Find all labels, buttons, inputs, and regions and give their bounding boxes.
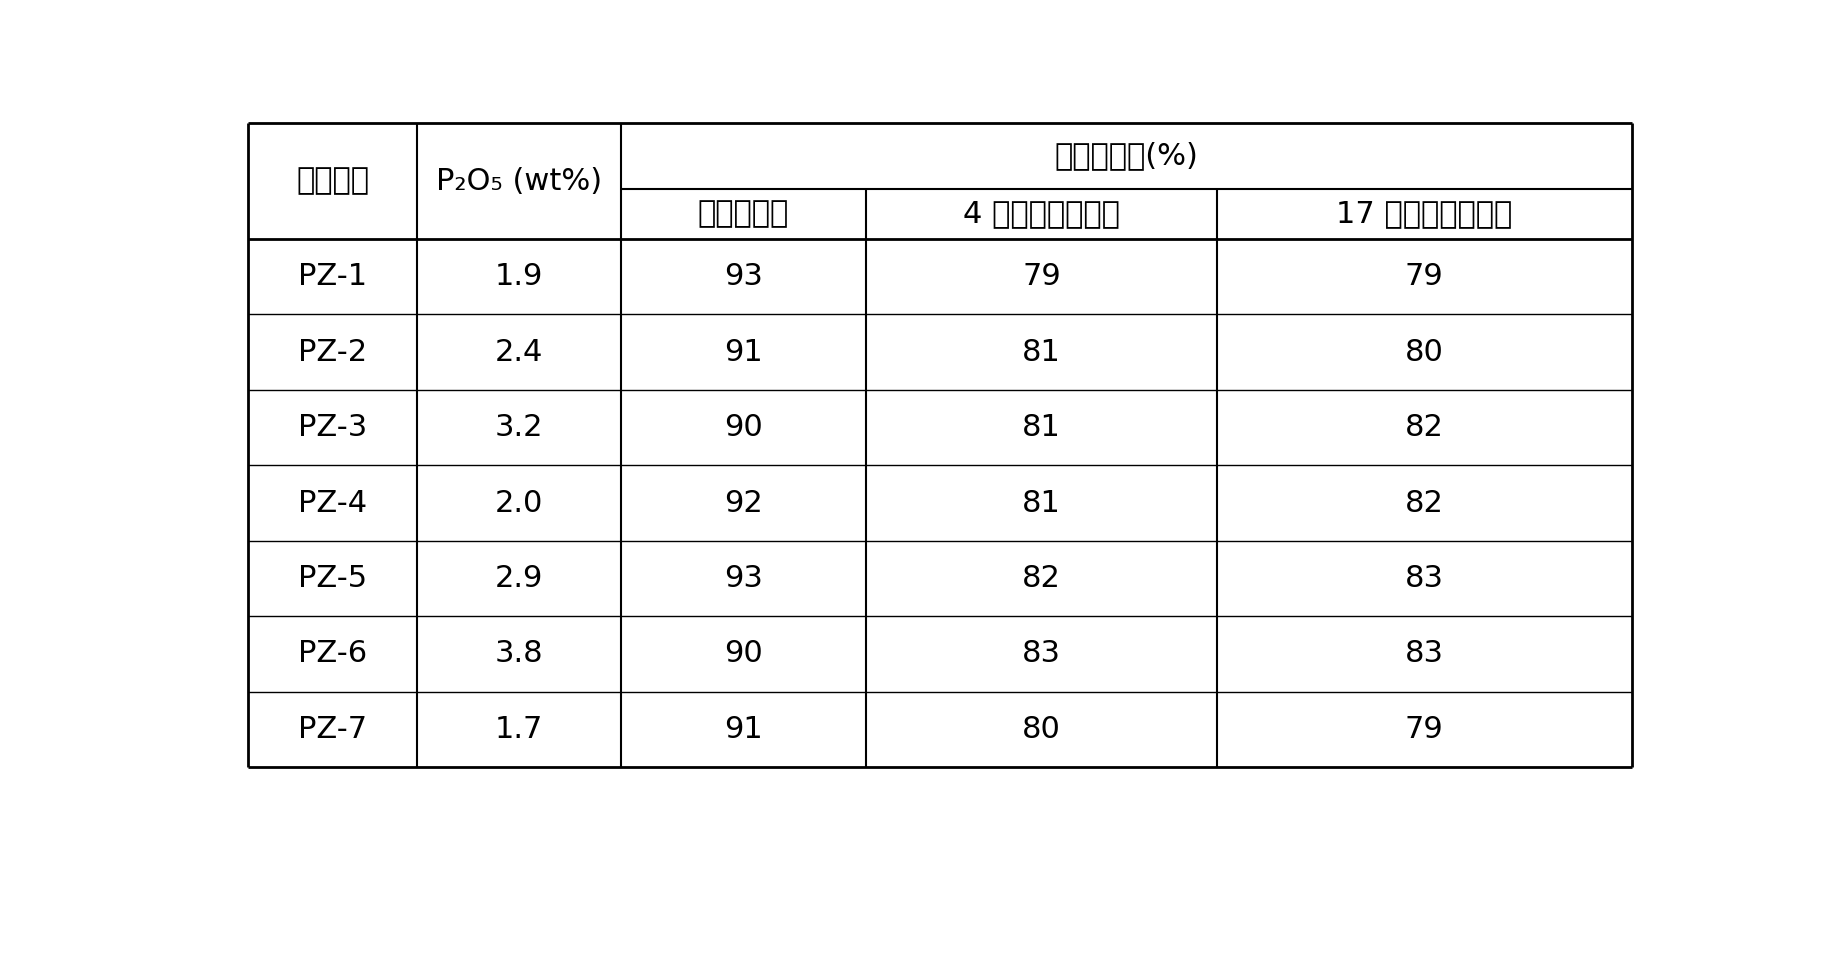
Text: 83: 83	[1404, 564, 1444, 593]
Text: 2.0: 2.0	[494, 488, 544, 518]
Text: 4 小时水热处理后: 4 小时水热处理后	[963, 199, 1120, 229]
Text: 81: 81	[1021, 488, 1060, 518]
Text: 82: 82	[1404, 413, 1444, 442]
Text: 91: 91	[723, 715, 761, 743]
Text: PZ-3: PZ-3	[298, 413, 368, 442]
Text: 2.9: 2.9	[494, 564, 544, 593]
Text: 81: 81	[1021, 413, 1060, 442]
Text: 83: 83	[1404, 639, 1444, 668]
Text: PZ-5: PZ-5	[298, 564, 368, 593]
Text: 80: 80	[1404, 338, 1444, 366]
Text: 82: 82	[1404, 488, 1444, 518]
Text: 79: 79	[1404, 262, 1442, 291]
Text: 3.2: 3.2	[494, 413, 544, 442]
Text: 1.9: 1.9	[494, 262, 544, 291]
Text: 17 小时水热处理后: 17 小时水热处理后	[1336, 199, 1512, 229]
Text: PZ-2: PZ-2	[298, 338, 368, 366]
Text: 93: 93	[723, 564, 763, 593]
Text: 90: 90	[723, 413, 761, 442]
Text: 83: 83	[1021, 639, 1060, 668]
Text: 2.4: 2.4	[494, 338, 544, 366]
Text: 82: 82	[1021, 564, 1060, 593]
Text: 3.8: 3.8	[494, 639, 544, 668]
Text: 79: 79	[1021, 262, 1060, 291]
Text: 92: 92	[723, 488, 761, 518]
Text: PZ-6: PZ-6	[298, 639, 368, 668]
Text: 79: 79	[1404, 715, 1442, 743]
Text: PZ-1: PZ-1	[298, 262, 368, 291]
Text: 90: 90	[723, 639, 761, 668]
Text: 相对结晶度(%): 相对结晶度(%)	[1054, 142, 1197, 171]
Text: 80: 80	[1021, 715, 1060, 743]
Text: 样品编号: 样品编号	[296, 167, 370, 195]
Text: PZ-7: PZ-7	[298, 715, 368, 743]
Text: 91: 91	[723, 338, 761, 366]
Text: 81: 81	[1021, 338, 1060, 366]
Text: PZ-4: PZ-4	[298, 488, 368, 518]
Text: 93: 93	[723, 262, 763, 291]
Text: 水热处理前: 水热处理前	[697, 199, 789, 229]
Text: 1.7: 1.7	[494, 715, 544, 743]
Text: P₂O₅ (wt%): P₂O₅ (wt%)	[436, 167, 602, 195]
